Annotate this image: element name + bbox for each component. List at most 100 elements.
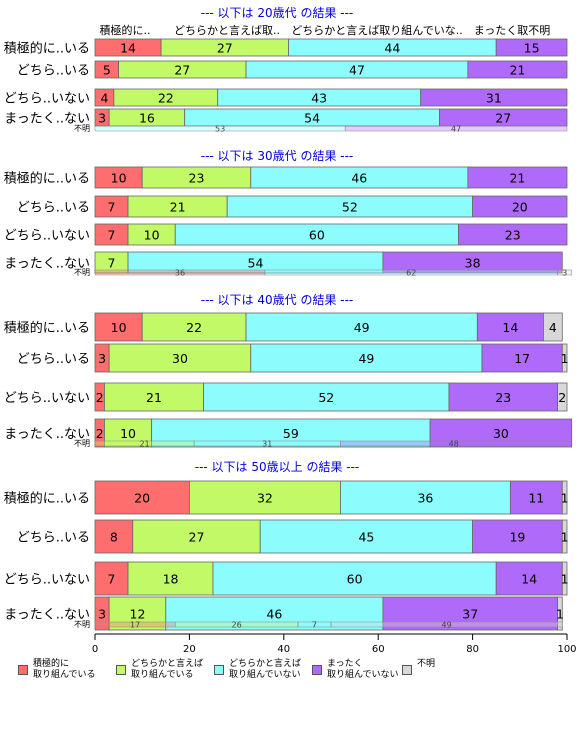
bar-segment-1-2-4 bbox=[467, 60, 568, 79]
panel-title-1: --- 以下は 20歳代 の結果 --- bbox=[201, 6, 354, 20]
bar-segment-4-2-4 bbox=[472, 519, 563, 554]
column-header-2: どちらかと言えば取.. bbox=[174, 24, 280, 37]
unknown-value-2-3: 62 bbox=[406, 269, 416, 278]
bar-segment-4-3-5 bbox=[561, 561, 568, 596]
bar-segment-4-1-1 bbox=[94, 480, 190, 515]
bar-value-4-3-4: 14 bbox=[521, 572, 537, 587]
bar-value-2-1-3: 46 bbox=[351, 171, 367, 186]
row-label-3-1: 積極的に..いる bbox=[4, 320, 90, 336]
bar-value-3-4-1: 2 bbox=[96, 426, 104, 441]
bar-value-4-2-2: 27 bbox=[189, 530, 205, 545]
row-label-4-2: どちら..いる bbox=[17, 531, 90, 546]
legend-swatch-5 bbox=[402, 665, 412, 675]
unknown-value-4-1: 17 bbox=[130, 621, 140, 630]
unknown-value-1-4: 47 bbox=[451, 125, 461, 134]
bar-segment-3-1-5 bbox=[543, 312, 563, 342]
bar-value-1-1-3: 44 bbox=[384, 41, 400, 56]
legend-swatch-1 bbox=[18, 665, 28, 675]
legend-label-4: まったく 取り組んでいない bbox=[327, 659, 399, 680]
bar-value-1-1-1: 14 bbox=[120, 41, 136, 56]
bar-segment-3-3-3 bbox=[203, 382, 450, 412]
bar-value-1-3-1: 4 bbox=[100, 91, 108, 106]
bar-value-2-3-1: 7 bbox=[108, 228, 116, 243]
unknown-segment-3-4 bbox=[340, 440, 568, 447]
bar-value-1-2-4: 21 bbox=[509, 63, 525, 78]
bar-segment-3-1-2 bbox=[141, 312, 247, 342]
legend-swatch-3 bbox=[214, 665, 224, 675]
row-label-1-1: 積極的に..いる bbox=[4, 41, 90, 57]
bar-value-4-4-5: 1 bbox=[556, 607, 564, 622]
bar-value-3-4-4: 30 bbox=[493, 426, 509, 441]
unknown-label-3: 不明 bbox=[74, 439, 90, 448]
unknown-label-2: 不明 bbox=[74, 268, 90, 277]
bar-value-1-2-1: 5 bbox=[103, 63, 111, 78]
bar-value-2-3-4: 23 bbox=[505, 228, 521, 243]
row-label-4-3: どちら..いない bbox=[4, 573, 90, 588]
bar-segment-3-1-3 bbox=[245, 312, 478, 342]
bar-value-3-3-3: 52 bbox=[318, 390, 334, 405]
legend-label-5: 不明 bbox=[417, 659, 436, 669]
bar-segment-4-2-2 bbox=[132, 519, 261, 554]
bar-segment-4-1-2 bbox=[188, 480, 341, 515]
x-tick-label-4: 60 bbox=[372, 644, 385, 655]
unknown-value-4-5: 49 bbox=[442, 621, 452, 630]
unknown-value-4-2: 26 bbox=[232, 621, 242, 630]
bar-value-4-4-1: 3 bbox=[98, 607, 106, 622]
bar-segment-4-4-2 bbox=[108, 596, 167, 631]
bar-segment-4-3-1 bbox=[94, 561, 129, 596]
legend: 積極的に 取り組んでいる どちらかと言えば 取り組んでいる どちらかと言えば 取… bbox=[18, 659, 578, 685]
bar-value-1-3-3: 43 bbox=[311, 91, 327, 106]
unknown-value-3-4: 48 bbox=[449, 440, 459, 449]
bar-value-2-3-2: 10 bbox=[144, 228, 160, 243]
bar-value-4-3-2: 18 bbox=[163, 572, 179, 587]
bar-value-3-2-1: 3 bbox=[98, 351, 106, 366]
bar-value-4-4-3: 46 bbox=[266, 607, 282, 622]
bar-value-1-3-4: 31 bbox=[486, 91, 502, 106]
panel-title-2: --- 以下は 30歳代 の結果 --- bbox=[201, 149, 354, 163]
bar-segment-4-4-4 bbox=[382, 596, 558, 631]
bar-value-3-1-2: 22 bbox=[186, 320, 202, 335]
bar-value-1-4-2: 16 bbox=[139, 111, 155, 126]
unknown-segment-2-5 bbox=[557, 269, 572, 276]
bar-segment-4-1-5 bbox=[561, 480, 568, 515]
bar-value-3-2-5: 1 bbox=[561, 351, 569, 366]
bar-value-4-2-1: 8 bbox=[110, 530, 118, 545]
bar-value-4-1-5: 1 bbox=[561, 491, 569, 506]
x-tick-label-5: 80 bbox=[466, 644, 479, 655]
bar-value-2-1-1: 10 bbox=[111, 171, 127, 186]
bar-value-1-4-1: 3 bbox=[98, 111, 106, 126]
unknown-segment-4-5 bbox=[330, 621, 563, 628]
bar-value-1-4-4: 27 bbox=[495, 111, 511, 126]
legend-label-2: どちらかと言えば 取り組んでいる bbox=[131, 659, 204, 680]
row-label-1-2: どちら..いる bbox=[17, 64, 90, 79]
bar-segment-4-4-5 bbox=[557, 596, 563, 631]
bar-value-3-2-4: 17 bbox=[514, 351, 530, 366]
bar-segment-3-2-4 bbox=[481, 343, 563, 373]
bar-value-4-1-4: 11 bbox=[528, 491, 544, 506]
bar-value-3-1-4: 14 bbox=[502, 320, 518, 335]
bar-segment-2-1-4 bbox=[467, 166, 568, 189]
unknown-value-4-3: 7 bbox=[312, 621, 317, 630]
bar-segment-4-1-3 bbox=[340, 480, 511, 515]
row-label-2-3: どちら..いない bbox=[4, 229, 90, 244]
bar-value-3-3-4: 23 bbox=[495, 390, 511, 405]
bar-value-4-2-5: 1 bbox=[561, 530, 569, 545]
bar-value-2-3-3: 60 bbox=[309, 228, 325, 243]
bar-segment-1-3-4 bbox=[420, 88, 568, 107]
bar-segment-2-4-4 bbox=[382, 251, 563, 274]
unknown-value-3-2: 21 bbox=[139, 440, 149, 449]
legend-swatch-2 bbox=[116, 665, 126, 675]
bar-value-3-3-1: 2 bbox=[96, 390, 104, 405]
bar-segment-3-2-3 bbox=[250, 343, 483, 373]
bar-value-3-4-2: 10 bbox=[120, 426, 136, 441]
bar-value-4-1-3: 36 bbox=[417, 491, 433, 506]
bar-value-3-1-5: 4 bbox=[549, 320, 557, 335]
bar-value-1-1-2: 27 bbox=[217, 41, 233, 56]
bar-value-2-2-1: 7 bbox=[108, 200, 116, 215]
bar-value-4-1-2: 32 bbox=[257, 491, 273, 506]
unknown-value-3-3: 31 bbox=[262, 440, 272, 449]
x-tick-label-1: 0 bbox=[92, 644, 98, 655]
x-tick-label-2: 20 bbox=[183, 644, 196, 655]
bar-value-1-1-4: 15 bbox=[524, 41, 540, 56]
